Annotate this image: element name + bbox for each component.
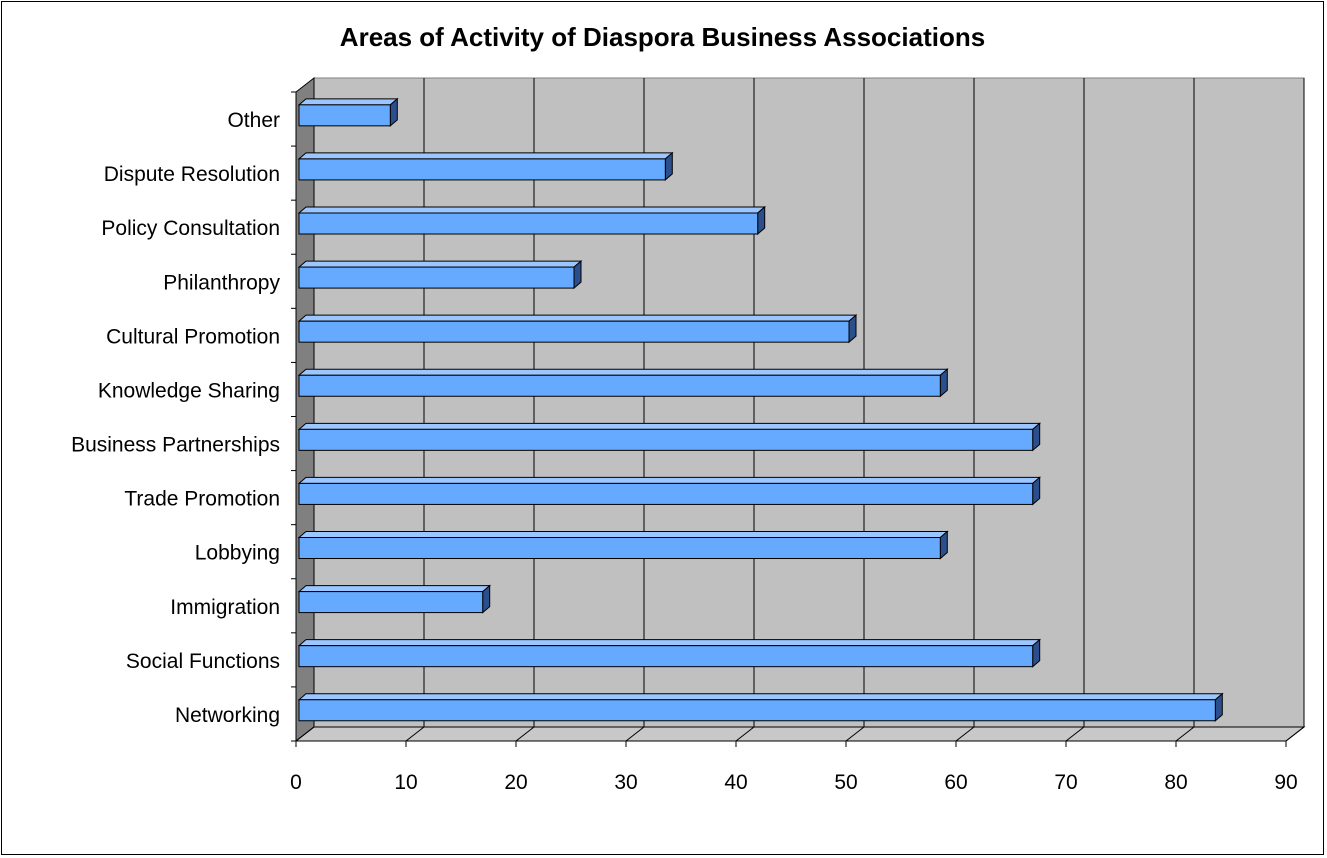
floor-tick (625, 726, 645, 742)
bar-top-face (297, 693, 1224, 701)
category-label-policy-consultation: Policy Consultation (101, 217, 280, 240)
floor-tick (845, 726, 865, 742)
bar-front-face (298, 158, 666, 181)
floor-tick (735, 726, 755, 742)
category-label-dispute-resolution: Dispute Resolution (104, 163, 280, 186)
category-label-networking: Networking (175, 704, 280, 727)
floor-tick (1175, 726, 1195, 742)
bar-front-face (298, 266, 575, 289)
x-tick-label: 40 (724, 771, 747, 794)
floor-tick (1285, 726, 1305, 742)
bar-top-face (297, 260, 583, 268)
bar-networking (297, 692, 1224, 722)
x-tick-label: 80 (1164, 771, 1187, 794)
floor-tick (955, 726, 975, 742)
category-label-knowledge-sharing: Knowledge Sharing (98, 379, 280, 402)
bar-cultural-promotion (297, 314, 858, 344)
bar-front-face (298, 482, 1034, 505)
category-label-other: Other (227, 109, 280, 132)
category-label-cultural-promotion: Cultural Promotion (106, 325, 280, 348)
bar-front-face (298, 374, 941, 397)
x-tick-label: 60 (944, 771, 967, 794)
bar-front-face (298, 428, 1034, 451)
bar-front-face (298, 104, 391, 127)
bars (297, 97, 1224, 722)
bar-top-face (297, 206, 767, 214)
category-labels: Networking Social Functions Immigration Lob… (71, 109, 280, 727)
bar-knowledge-sharing (297, 368, 949, 398)
bar-policy-consultation (297, 205, 767, 236)
floor-tick (1065, 726, 1085, 742)
bar-top-face (297, 476, 1042, 484)
gridlines (423, 78, 1305, 727)
x-tick-label: 0 (290, 771, 302, 794)
x-tick-labels: 0 10 20 30 40 50 60 70 80 90 (290, 771, 1298, 794)
floor (294, 726, 1306, 742)
axes (291, 91, 1305, 747)
floor-tick (295, 726, 315, 742)
bar-trade-promotion (297, 476, 1042, 506)
bar-front-face (298, 645, 1034, 668)
bar-immigration (297, 584, 492, 614)
bar-social-functions (297, 638, 1042, 668)
x-tick-label: 30 (614, 771, 637, 794)
floor-tick (515, 726, 535, 742)
bar-dispute-resolution (297, 151, 674, 182)
bar-top-face (297, 531, 949, 539)
category-label-social-functions: Social Functions (126, 650, 280, 673)
bar-front-face (298, 699, 1216, 722)
bar-business-partnerships (297, 422, 1042, 452)
bar-lobbying (297, 530, 949, 560)
bar-other (297, 97, 399, 127)
bar-top-face (297, 152, 674, 160)
bar-front-face (298, 320, 850, 343)
x-tick-label: 90 (1274, 771, 1297, 794)
category-label-immigration: Immigration (170, 596, 280, 619)
bar-top-face (297, 585, 492, 593)
bar-top-face (297, 314, 858, 322)
category-label-trade-promotion: Trade Promotion (124, 488, 280, 511)
bar-top-face (297, 98, 399, 106)
category-label-philanthropy: Philanthropy (163, 271, 280, 294)
x-tick-label: 70 (1054, 771, 1077, 794)
bar-front-face (298, 537, 941, 560)
bar-top-face (297, 639, 1042, 647)
x-tick-label: 10 (394, 771, 417, 794)
bar-front-face (298, 212, 759, 235)
category-label-lobbying: Lobbying (195, 542, 280, 565)
bar-top-face (297, 368, 949, 376)
bar-philanthropy (297, 260, 583, 290)
bar-top-face (297, 422, 1042, 430)
x-tick-label: 50 (834, 771, 857, 794)
x-tick-label: 20 (504, 771, 527, 794)
category-label-business-partnerships: Business Partnerships (71, 434, 280, 457)
chart-title: Areas of Activity of Diaspora Business A… (339, 22, 986, 52)
bar-front-face (298, 591, 484, 614)
floor-tick (405, 726, 425, 742)
